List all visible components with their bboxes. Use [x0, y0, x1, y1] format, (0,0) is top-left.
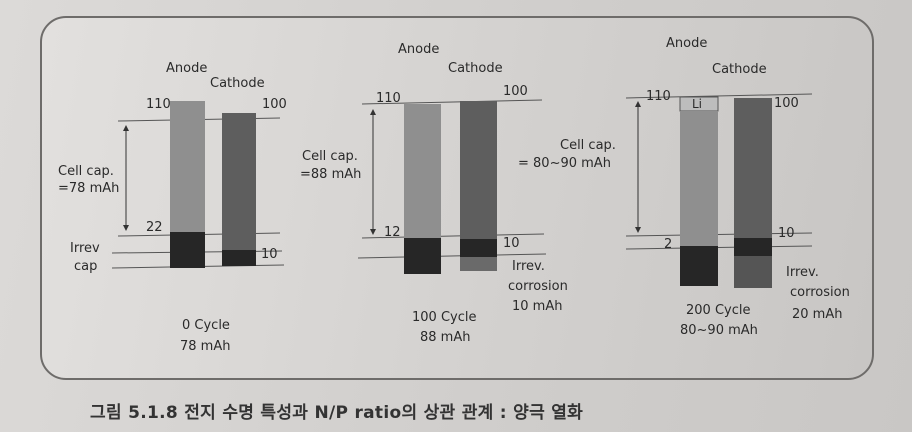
panel3-cell-cap-line2: = 80~90 mAh [518, 156, 611, 171]
panel3-irrev-line [625, 232, 813, 237]
panel2-cathode-top: 100 [503, 84, 528, 99]
panel1-cell-cap-line1: Cell cap. [58, 164, 114, 179]
panel1-irrev-line1: Irrev [70, 241, 100, 256]
panel3-cathode-corrosion [734, 256, 772, 288]
panel2-irrev-line1: Irrev. [512, 259, 545, 274]
panel1-cathode-bottom: 10 [261, 247, 278, 262]
panel1-cathode-bar [222, 113, 256, 250]
panel3-anode-irrev [680, 246, 718, 286]
panel3-anode-top: 110 [646, 89, 671, 104]
panel1-anode-top: 110 [146, 97, 171, 112]
panel1-anode-label: Anode [166, 61, 207, 76]
panel2-anode-label: Anode [398, 42, 439, 57]
panel-100-cycle: Anode Cathode 110 100 12 10 Cell cap. =8… [300, 42, 568, 345]
panel3-bottom-line [625, 245, 813, 250]
panel1-anode-irrev [170, 232, 205, 268]
panel2-cathode-label: Cathode [448, 61, 503, 76]
panel3-anode-label: Anode [666, 36, 707, 51]
panel2-anode-bar [404, 104, 441, 238]
panel3-irrev-line3: 20 mAh [792, 307, 842, 322]
panel3-cell-cap-line1: Cell cap. [560, 138, 616, 153]
panel2-cathode-bar [460, 101, 497, 239]
panel3-cathode-label: Cathode [712, 62, 767, 77]
panel2-irrev-line3: 10 mAh [512, 299, 562, 314]
panel3-cathode-top: 100 [774, 96, 799, 111]
panel-200-cycle: Anode Cathode 110 100 Li 2 10 Cell cap. … [518, 36, 850, 338]
panel3-anode-bottom: 2 [664, 237, 672, 252]
panel1-cathode-top: 100 [262, 97, 287, 112]
panel2-cycle-line2: 88 mAh [420, 330, 470, 345]
panel2-cathode-irrev [460, 239, 497, 257]
panel3-li-label: Li [692, 97, 702, 111]
panel3-cathode-bottom: 10 [778, 226, 795, 241]
panel2-cathode-bottom: 10 [503, 236, 520, 251]
panel3-cathode-irrev [734, 238, 772, 256]
panel-0-cycle: Anode Cathode 110 100 22 10 Cell cap. =7… [58, 61, 287, 354]
panel1-cycle-line2: 78 mAh [180, 339, 230, 354]
panel3-cycle-line2: 80~90 mAh [680, 323, 758, 338]
panel2-anode-bottom: 12 [384, 225, 401, 240]
panel1-cycle-line1: 0 Cycle [182, 318, 230, 333]
panel2-anode-irrev [404, 238, 441, 274]
panel3-irrev-line2: corrosion [790, 285, 850, 300]
panel3-cycle-line1: 200 Cycle [686, 303, 750, 318]
panel1-cell-cap-line2: =78 mAh [58, 181, 119, 196]
panel2-top-line [361, 99, 543, 105]
panel1-anode-bottom: 22 [146, 220, 163, 235]
figure-caption: 그림 5.1.8 전지 수명 특성과 N/P ratio의 상관 관계 : 양극… [90, 403, 584, 423]
panel2-irrev-line [361, 233, 545, 239]
panel2-cell-cap-line1: Cell cap. [302, 149, 358, 164]
panel1-cathode-label: Cathode [210, 76, 265, 91]
panel2-irrev-line2: corrosion [508, 279, 568, 294]
panel1-anode-bar [170, 101, 205, 232]
panel1-irrev-line2: cap [74, 259, 97, 274]
panel2-cathode-corrosion [460, 257, 497, 271]
panel2-bottom-line [357, 253, 547, 259]
panel3-anode-bar [680, 111, 718, 246]
panel3-irrev-line1: Irrev. [786, 265, 819, 280]
panel1-cathode-irrev [222, 250, 256, 266]
panel3-cathode-bar [734, 98, 772, 238]
panel2-cell-cap-line2: =88 mAh [300, 167, 361, 182]
panel2-cycle-line1: 100 Cycle [412, 310, 476, 325]
panel2-anode-top: 110 [376, 91, 401, 106]
panel3-top-line [625, 93, 813, 99]
